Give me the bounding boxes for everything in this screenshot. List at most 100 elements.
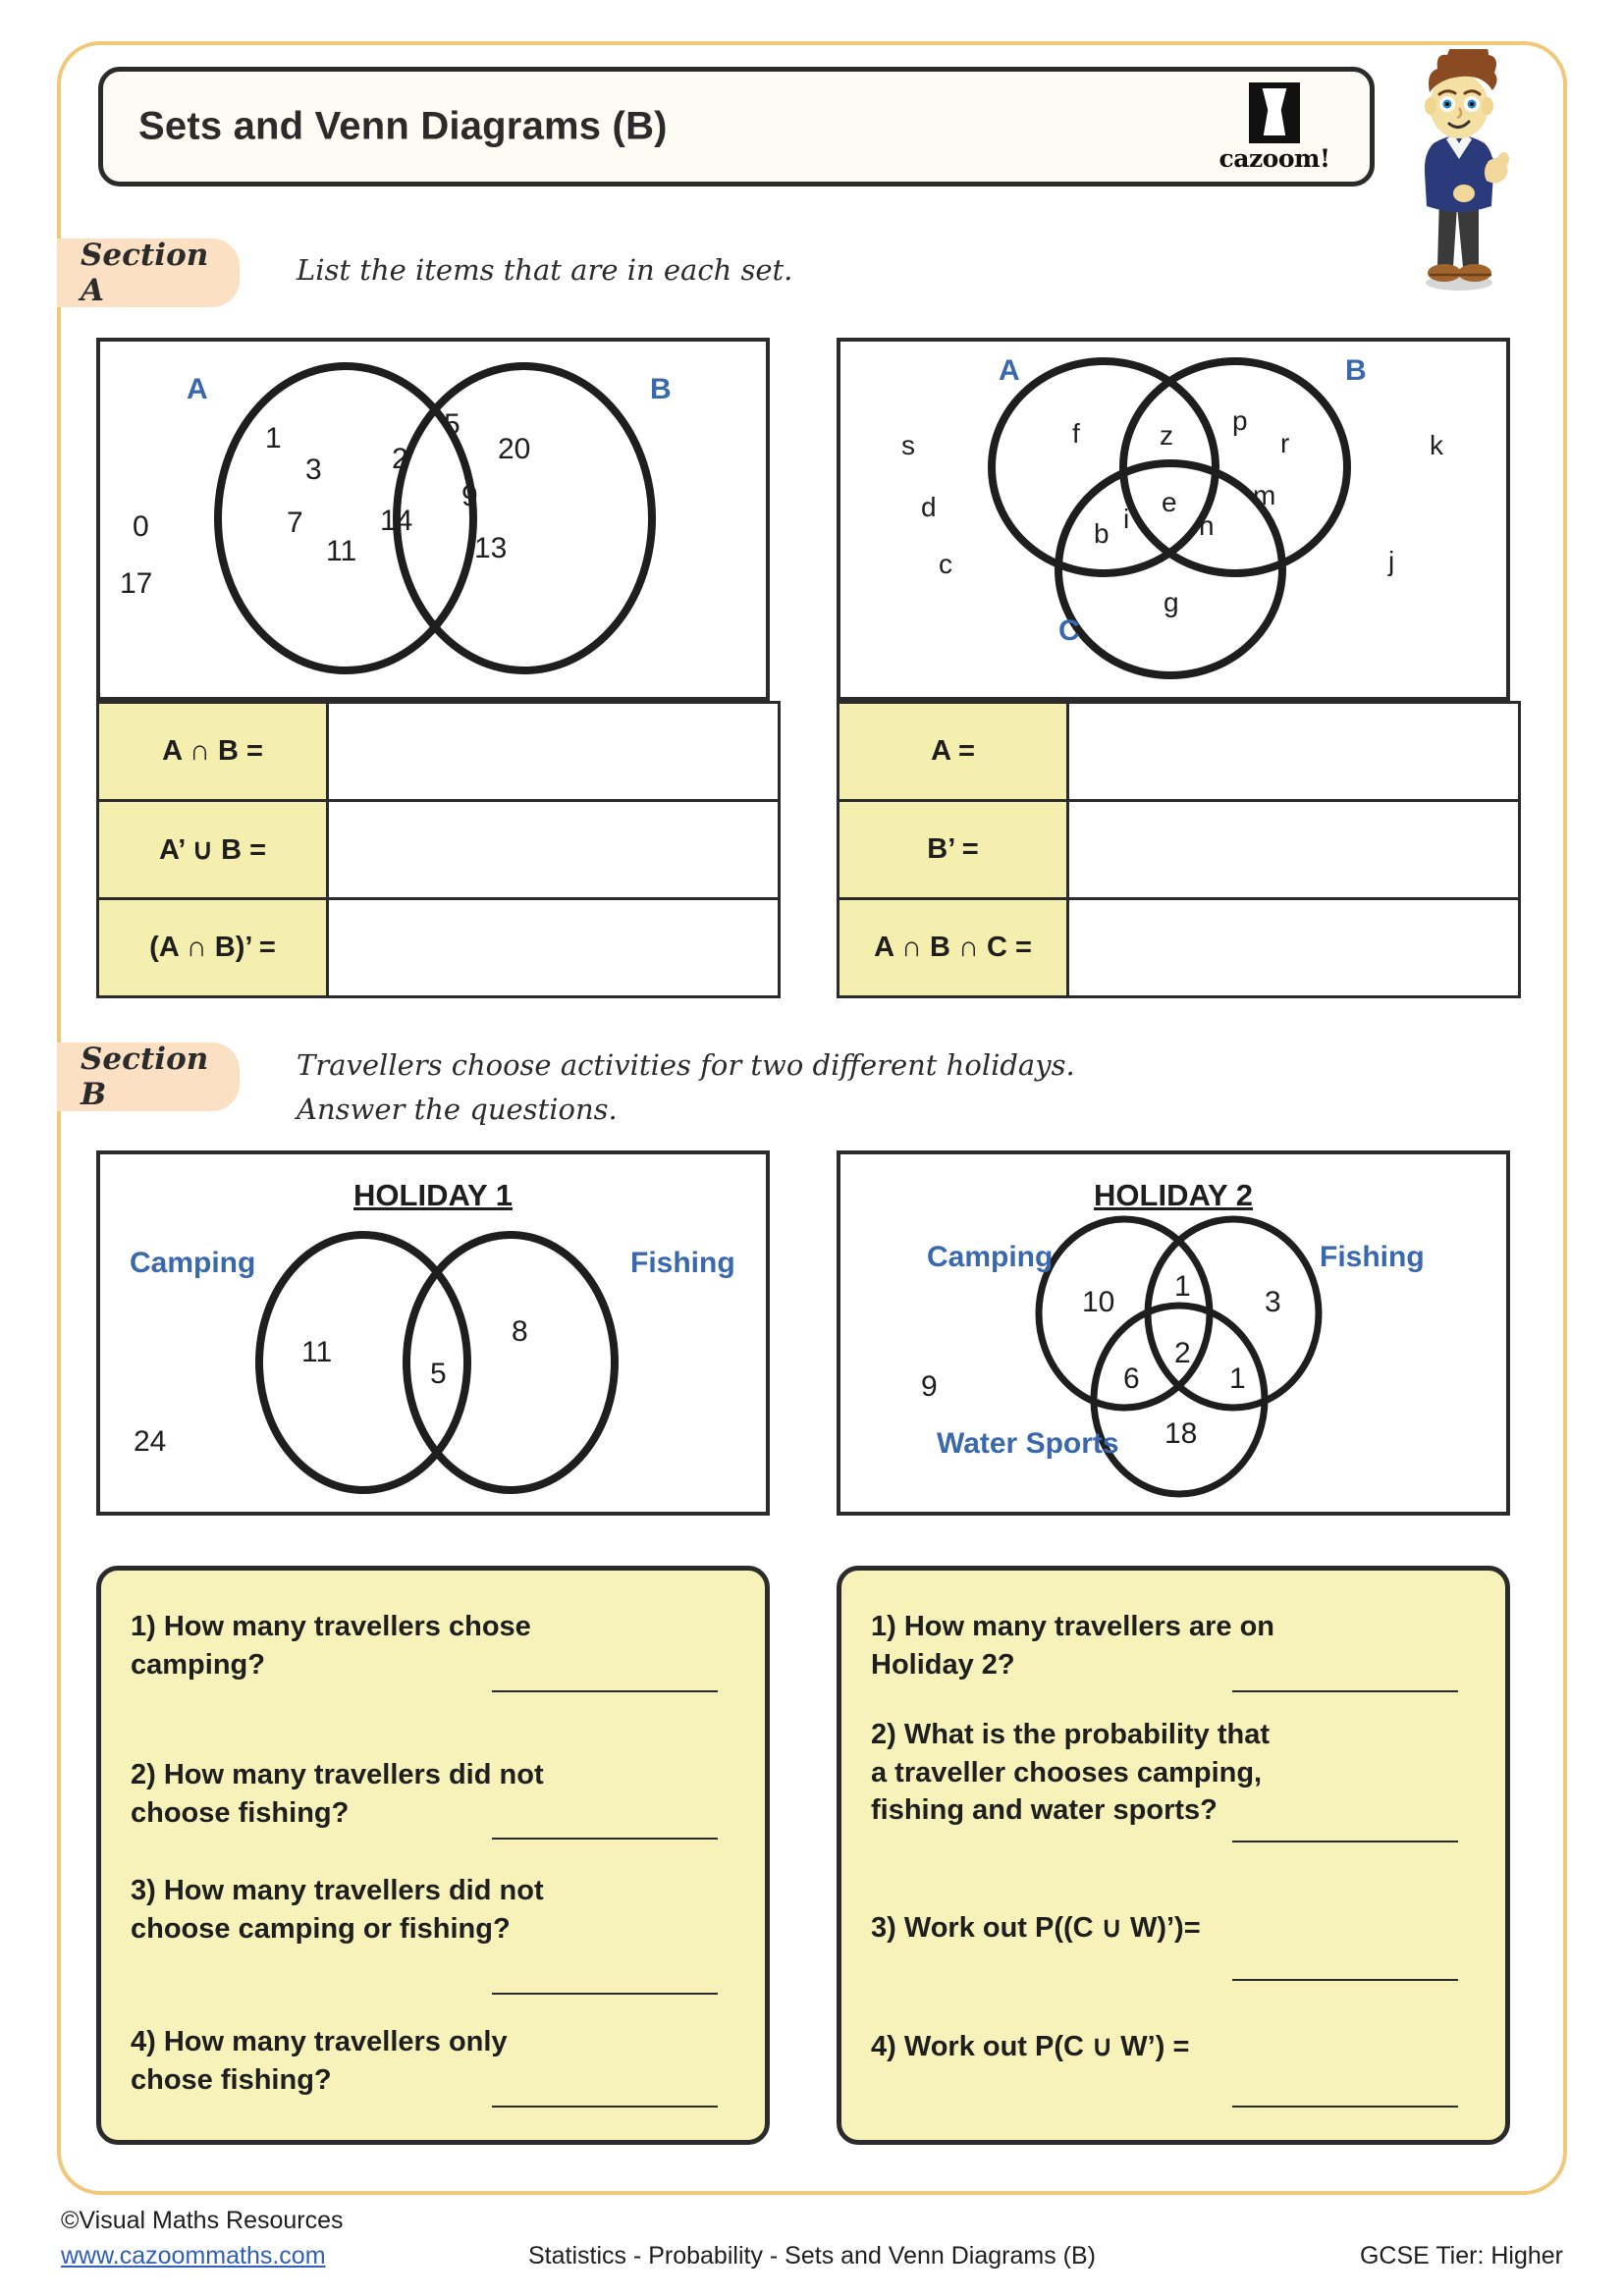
venn-2-label-a: A	[999, 354, 1020, 387]
question-left-3: 3) How many travellers did not choose ca…	[131, 1872, 553, 1948]
venn-2-outside-item-2: d	[921, 492, 937, 522]
holiday-1-label-fishing: Fishing	[630, 1247, 735, 1279]
worksheet-title-bar: Sets and Venn Diagrams (B) cazoom!	[98, 67, 1375, 187]
questions-right-box: 1) How many travellers are on Holiday 2?…	[837, 1566, 1510, 2145]
holiday-2-camping-only-count: 10	[1082, 1286, 1115, 1318]
cazoom-logo: cazoom!	[1215, 82, 1334, 171]
answer-value-abc[interactable]	[1066, 897, 1521, 998]
venn-2-b-item-3: m	[1253, 480, 1276, 510]
venn-1-outside-item-2: 17	[120, 567, 153, 600]
venn-1-b-item-4: 13	[474, 532, 508, 564]
answer-value-b-comp[interactable]	[1066, 799, 1521, 900]
holiday-2-label-fishing: Fishing	[1320, 1241, 1425, 1273]
answer-table-right: A = B’ = A ∩ B ∩ C =	[837, 701, 1521, 998]
section-b-instruction-line-2: Answer the questions.	[297, 1093, 618, 1126]
venn-2-bc-item-1: h	[1199, 510, 1215, 541]
venn-1-circles	[214, 362, 656, 674]
answer-value-a-intersect-b-comp[interactable]	[326, 897, 781, 998]
question-right-1-answer-line[interactable]	[1232, 1690, 1458, 1692]
question-left-2-text: 2) How many travellers did not choose fi…	[131, 1759, 544, 1829]
holiday-1-box: HOLIDAY 1 Camping Fishing 11 5 8 24	[96, 1150, 770, 1516]
footer-website-link[interactable]: www.cazoommaths.com	[61, 2242, 326, 2269]
page-title: Sets and Venn Diagrams (B)	[138, 104, 668, 148]
venn-1-label-a: A	[187, 373, 208, 405]
table-row: B’ =	[837, 799, 1521, 900]
cazoom-hourglass-icon	[1249, 82, 1300, 143]
question-right-1: 1) How many travellers are on Holiday 2?	[871, 1608, 1293, 1683]
answer-value-a-comp-union-b[interactable]	[326, 799, 781, 900]
question-right-4-text: 4) Work out P(C ∪ W’) =	[871, 2031, 1190, 2062]
table-row: A ∩ B ∩ C =	[837, 897, 1521, 998]
section-b-instruction-line-1: Travellers choose activities for two dif…	[297, 1048, 1075, 1082]
question-left-4-text: 4) How many travellers only chose fishin…	[131, 2026, 508, 2096]
venn-1-outside-item-1: 0	[133, 510, 149, 543]
venn-diagram-1-box: A B 1 3 7 11 2 14 5 20 9 13 0 17	[96, 338, 770, 701]
venn-2-ac-item-2: i	[1123, 504, 1130, 534]
answer-key-a-intersect-b: A ∩ B =	[96, 701, 329, 802]
table-row: A’ ∪ B =	[96, 799, 781, 900]
question-right-3-text: 3) Work out P((C ∪ W)’)=	[871, 1912, 1201, 1944]
venn-1-a-item-3: 7	[287, 507, 303, 539]
venn-1-intersection-item-2: 14	[380, 505, 413, 537]
answer-key-b-comp: B’ =	[837, 799, 1069, 900]
question-right-4-answer-line[interactable]	[1232, 2106, 1458, 2108]
table-row: A ∩ B =	[96, 701, 781, 802]
answer-value-a-intersect-b[interactable]	[326, 701, 781, 802]
holiday-1-label-camping: Camping	[130, 1247, 256, 1279]
section-a-label: Section A	[81, 238, 209, 308]
venn-1-intersection-item-1: 2	[392, 443, 408, 475]
holiday-1-both-count: 5	[430, 1358, 447, 1390]
question-left-3-answer-line[interactable]	[492, 1993, 718, 1995]
venn-2-outside-item-5: j	[1388, 546, 1395, 576]
venn-2-outside-item-4: k	[1430, 430, 1443, 460]
cazoom-logo-wordmark: cazoom!	[1218, 144, 1330, 173]
question-left-4: 4) How many travellers only chose fishin…	[131, 2023, 553, 2099]
venn-1-label-b: B	[650, 373, 672, 405]
answer-table-left: A ∩ B = A’ ∪ B = (A ∩ B)’ =	[96, 701, 781, 998]
answer-value-a[interactable]	[1066, 701, 1521, 802]
holiday-2-title: HOLIDAY 2	[1094, 1178, 1253, 1212]
holiday-1-neither-count: 24	[134, 1425, 167, 1458]
question-right-3-answer-line[interactable]	[1232, 1979, 1458, 1981]
page-footer: ©Visual Maths Resources www.cazoommaths.…	[0, 2199, 1624, 2296]
holiday-2-camping-fishing-count: 1	[1174, 1270, 1191, 1303]
venn-1-a-item-2: 3	[305, 454, 322, 486]
question-left-1-answer-line[interactable]	[492, 1690, 718, 1692]
table-row: A =	[837, 701, 1521, 802]
question-left-2: 2) How many travellers did not choose fi…	[131, 1756, 553, 1832]
venn-1-b-item-3: 9	[461, 480, 478, 512]
venn-1-b-item-2: 20	[498, 433, 531, 465]
holiday-1-camping-only-count: 11	[301, 1336, 333, 1368]
venn-2-all-three-item-1: e	[1162, 487, 1177, 517]
question-right-1-text: 1) How many travellers are on Holiday 2?	[871, 1611, 1274, 1681]
venn-2-outside-item-3: c	[939, 549, 952, 579]
holiday-1-title: HOLIDAY 1	[353, 1178, 513, 1212]
answer-key-a: A =	[837, 701, 1069, 802]
question-left-1: 1) How many travellers chose camping?	[131, 1608, 553, 1683]
section-a-tab: Section A	[57, 238, 240, 308]
venn-1-a-item-1: 1	[265, 422, 282, 454]
question-right-3: 3) Work out P((C ∪ W)’)=	[871, 1909, 1332, 1948]
holiday-2-camping-water-count: 6	[1123, 1362, 1140, 1395]
venn-diagram-2-box: A B C f z p r m e b i h g s d c k j	[837, 338, 1510, 701]
question-right-2-text: 2) What is the probability that a travel…	[871, 1719, 1271, 1827]
section-b-label: Section B	[81, 1041, 209, 1112]
questions-left-box: 1) How many travellers chose camping? 2)…	[96, 1566, 770, 2145]
footer-tier: GCSE Tier: Higher	[1359, 2242, 1563, 2269]
question-right-4: 4) Work out P(C ∪ W’) =	[871, 2028, 1332, 2066]
question-left-1-text: 1) How many travellers chose camping?	[131, 1611, 531, 1681]
footer-copyright: ©Visual Maths Resources	[61, 2207, 344, 2234]
holiday-2-fishing-water-count: 1	[1229, 1362, 1246, 1395]
question-left-4-answer-line[interactable]	[492, 2106, 718, 2108]
question-right-2-answer-line[interactable]	[1232, 1841, 1458, 1842]
holiday-2-circles	[1035, 1215, 1323, 1498]
holiday-2-none-count: 9	[921, 1370, 938, 1403]
venn-2-c-item-1: g	[1164, 587, 1179, 617]
holiday-1-circles	[255, 1231, 619, 1494]
venn-2-outside-item-1: s	[901, 430, 915, 460]
answer-key-a-comp-union-b: A’ ∪ B =	[96, 799, 329, 900]
venn-2-circles	[988, 357, 1351, 679]
question-left-2-answer-line[interactable]	[492, 1838, 718, 1840]
venn-2-ac-item-1: b	[1094, 518, 1110, 549]
holiday-1-fishing-only-count: 8	[512, 1315, 528, 1348]
